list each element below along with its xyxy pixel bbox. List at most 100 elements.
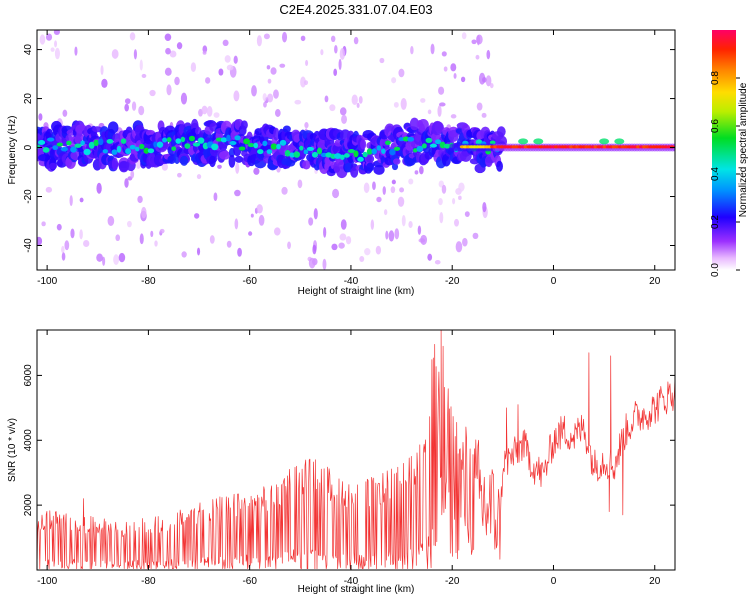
spectrogram-cell [134,146,140,152]
spectrogram-cell [434,139,442,145]
spectrogram-cell [334,44,338,54]
spectrogram-cell [441,51,447,57]
spectrogram-cell [462,237,468,247]
spectrogram-cell [300,76,306,88]
spectrogram-cell [475,54,480,60]
snr-x-ticks: -100 -80 -60 -40 -20 0 20 [37,330,661,587]
spectrogram-cell [366,162,375,172]
spectrogram-cell [162,137,168,143]
spectrogram-cell [420,234,428,245]
spectrogram-cell [316,147,323,155]
spectrogram-cell [360,139,367,150]
spectrogram-cell [460,76,466,83]
spectrogram-cell [279,63,286,68]
spectrogram-cell [429,143,438,148]
snr-series-line [37,330,675,570]
spectrogram-cell [219,150,231,160]
spectrogram-cell [169,50,177,58]
spectrogram-cell [461,32,467,40]
spectrogram-cell [476,102,483,111]
spectrogram-heatmap [37,30,675,270]
colorbar-ticks: 0.0 0.2 0.4 0.6 0.8 [710,71,740,277]
spectrogram-cell [164,33,172,41]
spectrogram-cell [74,46,78,56]
spectrogram-cell [120,138,127,144]
spectrogram-cell [256,204,263,214]
spectrogram-cell [471,39,477,45]
spectrogram-cell [83,148,91,156]
spectrogram-cell [256,35,262,47]
spectrogram-cell [53,30,60,35]
spectrogram-cell [37,236,43,246]
spectrogram-cell [181,251,187,258]
spectrogram-cell [391,77,397,84]
spectrogram-cell [345,236,352,245]
spectrogram-cell [434,121,444,134]
spectrogram-cell [107,215,115,226]
spectrogram-cell [489,82,494,89]
spectrogram-cell [401,214,406,227]
spectrogram-cell [370,219,375,230]
colorbar-tick-label: 0.6 [710,119,721,133]
spectrogram-cell [37,139,46,145]
spectrogram-xtick-label: -20 [445,276,460,287]
spectrogram-cell [147,148,155,154]
spectrogram-cell [303,80,309,86]
spectrogram-cell [83,240,90,248]
snr-x-label: Height of straight line (km) [298,584,415,595]
spectrogram-cell [485,75,492,87]
spectrogram-cell [339,154,345,160]
spectrogram-cell [299,145,304,151]
spectrogram-cell [410,46,414,55]
spectrogram-cell [79,197,84,203]
spectrogram-cell [129,32,136,41]
spectrogram-cell [237,247,242,257]
spectrogram-cell [362,151,368,158]
spectrogram-cell [329,104,336,112]
spectrogram-cell [300,35,306,42]
spectrogram-cell [366,148,373,155]
snr-xtick-label: -80 [141,576,156,587]
spectrogram-cell [282,125,291,133]
spectrogram-cell [363,182,370,194]
spectrogram-cell [46,137,55,142]
spectrogram-cell [304,122,309,129]
snr-xtick-label: -40 [344,576,359,587]
spectrogram-cell [233,55,238,64]
spectrogram-cell [358,96,363,104]
spectrogram-cell [276,143,281,150]
spectrogram-cell [340,219,347,230]
spectrogram-cell [371,148,377,155]
spectrogram-cell [366,154,375,163]
spectrogram-cell [458,182,465,192]
spectrogram-cell [64,240,70,251]
spectrogram-cell [303,149,309,155]
spectrogram-cell [262,93,267,102]
spectrogram-cell [458,195,462,200]
spectrogram-cell [226,240,232,248]
spectrogram-cell [202,45,208,53]
spectrogram-cell [125,148,132,155]
spectrogram-cell [124,178,129,188]
spectrogram-cell [229,141,237,146]
spectrogram-cell [394,228,400,240]
spectrogram-cell [164,67,172,76]
spectrogram-cell [62,109,68,117]
spectrogram-cell [263,101,267,108]
spectrogram-cell [54,47,60,60]
spectrogram-cell [417,119,429,131]
spectrogram-cell [171,146,177,151]
spectrogram-cell [100,65,104,76]
spectrogram-cell [139,143,145,150]
spectrogram-xtick-label: -40 [344,276,359,287]
spectrogram-cell [273,89,279,99]
spectrogram-cell [393,146,401,151]
spectrogram-cell [305,59,309,66]
spectrogram-cell [339,107,347,116]
spectrogram-cell [50,47,55,52]
spectrogram-cell [338,58,342,70]
spectrogram-cell [174,76,180,86]
spectrogram-cell [441,184,447,194]
spectrogram-cell [496,126,506,138]
spectrogram-cell [188,135,195,142]
